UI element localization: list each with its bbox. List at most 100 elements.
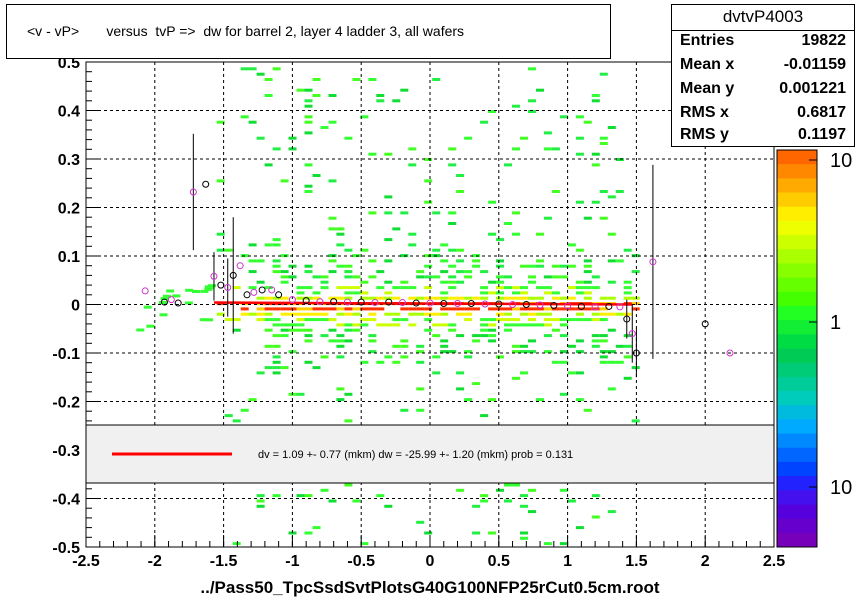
heatmap-cell (416, 360, 425, 364)
heatmap-cell (551, 275, 560, 279)
heatmap-cell (472, 382, 481, 386)
heatmap-cell (352, 323, 361, 327)
heatmap-cell (631, 302, 640, 306)
heatmap-cell (328, 499, 337, 503)
heatmap-cell (528, 488, 536, 492)
heatmap-cell (280, 328, 289, 332)
heatmap-cell (264, 163, 273, 167)
profile-point (426, 299, 434, 307)
profile-point (141, 287, 149, 295)
heatmap-cell (496, 286, 504, 290)
heatmap-cell (384, 238, 393, 242)
heatmap-cell (384, 323, 393, 327)
heatmap-cell (528, 323, 536, 327)
heatmap-cell (607, 195, 616, 199)
heatmap-cell (360, 291, 369, 295)
heatmap-cell (416, 350, 425, 354)
heatmap-cell (296, 312, 305, 316)
heatmap-cell (591, 286, 600, 290)
heatmap-cell (264, 94, 273, 97)
heatmap-cell (392, 312, 401, 316)
heatmap-cell (512, 318, 520, 322)
stats-label: Mean x (680, 56, 735, 73)
profile-point (412, 299, 420, 307)
heatmap-cell (496, 264, 504, 268)
palette-swatch (777, 348, 817, 364)
heatmap-cell (607, 280, 616, 284)
heatmap-cell (472, 504, 481, 508)
heatmap-cell (575, 152, 584, 156)
heatmap-cell (440, 243, 449, 247)
heatmap-cell (352, 307, 361, 311)
heatmap-cell (543, 307, 552, 311)
heatmap-cell (376, 286, 385, 290)
heatmap-cell (575, 291, 584, 295)
x-tick-label: 2.5 (763, 553, 785, 570)
heatmap-cell (543, 275, 552, 279)
heatmap-cell (328, 259, 337, 263)
heatmap-cell (264, 318, 273, 322)
heatmap-cell (464, 398, 473, 402)
palette-swatch (777, 405, 817, 420)
heatmap-cell (360, 360, 369, 364)
heatmap-cell (344, 275, 353, 279)
heatmap-cell (384, 296, 393, 300)
heatmap-cell (488, 200, 497, 204)
heatmap-cell (408, 163, 417, 167)
heatmap-cell (296, 286, 305, 290)
heatmap-cell (272, 318, 281, 322)
heatmap-cell (336, 286, 345, 290)
stats-value: 0.001221 (779, 80, 846, 97)
heatmap-cell (166, 289, 175, 293)
heatmap-cell (232, 318, 241, 322)
heatmap-cell (456, 387, 465, 391)
heatmap-cell (248, 120, 257, 124)
heatmap-cell (575, 312, 584, 316)
palette-swatch (777, 447, 817, 463)
heatmap-cell (496, 291, 504, 295)
heatmap-cell (464, 312, 473, 316)
heatmap-cell (344, 323, 353, 327)
heatmap-cell (352, 78, 361, 81)
heatmap-cell (583, 408, 592, 412)
heatmap-cell (456, 174, 465, 177)
heatmap-cell (575, 136, 584, 140)
heatmap-cell (488, 339, 497, 343)
x-tick-label: -2.5 (72, 553, 100, 570)
palette-swatch (777, 532, 817, 548)
heatmap-cell (304, 494, 313, 498)
heatmap-cell (216, 232, 225, 236)
heatmap-cell (504, 323, 512, 327)
heatmap-cell (312, 307, 321, 311)
heatmap-cell (416, 307, 425, 311)
heatmap-cell (583, 264, 592, 268)
heatmap-cell (591, 94, 600, 97)
heatmap-cell (536, 88, 544, 92)
heatmap-cell (424, 264, 433, 268)
profile-point (467, 300, 475, 308)
heatmap-cell (615, 360, 624, 364)
heatmap-cell (296, 291, 305, 295)
heatmap-cell (623, 376, 632, 380)
heatmap-cell (591, 339, 600, 343)
heatmap-cell (336, 296, 345, 300)
heatmap-cell (448, 323, 457, 327)
heatmap-cell (272, 270, 281, 274)
heatmap-cell (528, 318, 536, 322)
x-tick-label: -1.5 (210, 553, 238, 570)
heatmap-cell (336, 312, 345, 316)
heatmap-cell (551, 291, 560, 295)
palette-swatch (777, 235, 817, 250)
heatmap-cell (607, 328, 616, 332)
heatmap-cell (240, 67, 249, 71)
heatmap-cell (256, 318, 265, 322)
heatmap-cell (256, 259, 265, 263)
heatmap-cell (408, 243, 417, 247)
x-tick-label: 0.5 (488, 553, 510, 570)
heatmap-cell (488, 110, 497, 113)
heatmap-cell (240, 115, 249, 119)
profile-point (217, 281, 225, 289)
heatmap-cell (248, 67, 257, 71)
y-tick-label: 0.5 (58, 55, 80, 72)
heatmap-cell (599, 334, 608, 338)
